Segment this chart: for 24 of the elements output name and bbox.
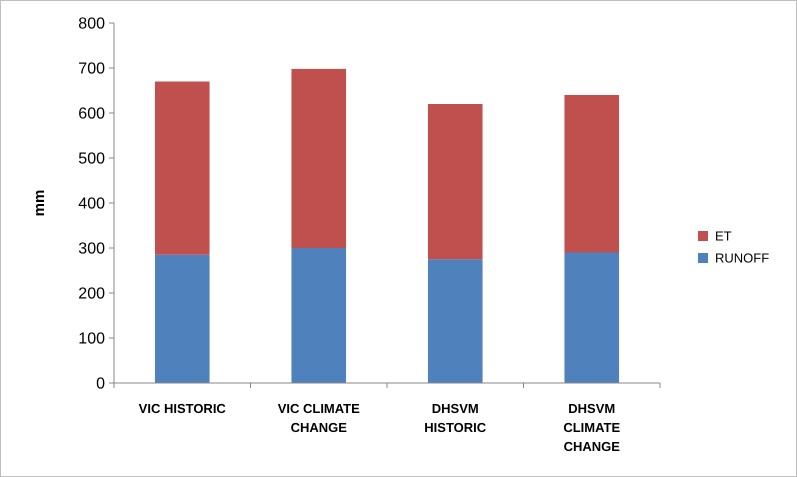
bar (154, 82, 210, 255)
x-tick-label: VIC CLIMATE CHANGE (278, 401, 360, 435)
y-tick-label: 200 (78, 286, 106, 303)
x-tick-label: VIC HISTORIC (138, 401, 226, 416)
y-tick-label: 600 (78, 106, 106, 123)
y-tick-label: 500 (78, 150, 106, 168)
bar (428, 104, 483, 260)
x-tick-label: DHSVM HISTORIC (424, 401, 487, 435)
bar (564, 95, 620, 252)
x-tick-label: DHSVM CLIMATE CHANGE (563, 401, 620, 454)
y-tick-label: 300 (78, 240, 106, 258)
y-tick-label: 700 (78, 60, 106, 78)
y-axis-title: mm (31, 190, 48, 216)
bar (291, 248, 346, 383)
y-tick-label: 400 (78, 196, 106, 213)
bar (428, 259, 483, 383)
y-tick-label: 0 (96, 376, 106, 393)
legend-label: ET (715, 228, 732, 244)
bar (564, 252, 620, 383)
bar (154, 254, 210, 383)
y-tick-label: 100 (78, 330, 106, 348)
legend-label: RUNOFF (715, 250, 770, 266)
y-tick-label: 800 (78, 16, 106, 33)
bar (291, 68, 346, 248)
